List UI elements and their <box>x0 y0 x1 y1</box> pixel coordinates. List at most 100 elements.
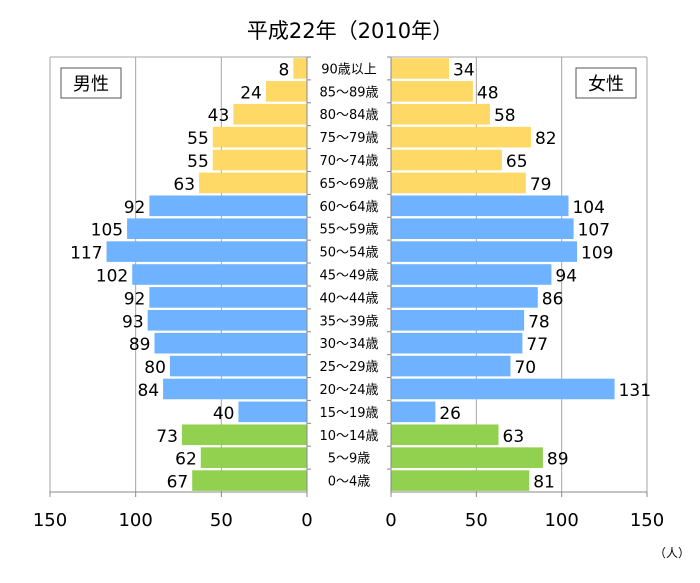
female-bar <box>391 195 569 217</box>
male-value-label: 55 <box>187 129 209 149</box>
legend-male-box <box>60 67 122 99</box>
female-value-label: 104 <box>572 198 604 218</box>
age-group-label: 80〜84歳 <box>319 108 378 123</box>
male-bar <box>233 103 307 125</box>
male-value-label: 102 <box>96 267 128 287</box>
female-value-label: 109 <box>581 244 613 264</box>
male-value-label: 93 <box>122 312 144 332</box>
female-value-label: 48 <box>477 83 499 103</box>
female-bar <box>391 58 450 79</box>
age-group-label: 60〜64歳 <box>319 200 378 215</box>
male-bar <box>149 195 307 217</box>
female-bar <box>391 149 502 171</box>
female-bar <box>391 309 525 331</box>
male-value-label: 40 <box>213 404 235 424</box>
male-bar <box>293 58 307 79</box>
age-group-labels: 90歳以上 85〜89歳 80〜84歳 75〜79歳 70〜74歳 65〜69歳 60〜64… <box>319 62 378 489</box>
age-group-label: 55〜59歳 <box>319 223 378 238</box>
age-group-label: 25〜29歳 <box>319 360 378 375</box>
x-tick-label-right: 0 <box>385 510 396 531</box>
female-value-label: 94 <box>555 267 577 287</box>
x-tick-label-right: 100 <box>544 510 578 531</box>
legend-male: 男性 <box>60 67 122 99</box>
age-group-label: 30〜34歳 <box>319 337 378 352</box>
data-labels: 8 34 24 48 43 58 55 82 55 65 63 79 92 104 105 107 117 109… <box>70 60 651 492</box>
male-value-label: 84 <box>137 381 159 401</box>
female-value-label: 58 <box>494 106 516 126</box>
age-group-label: 45〜49歳 <box>319 269 378 284</box>
male-bar <box>147 309 307 331</box>
legend-female-box <box>575 67 637 99</box>
female-value-label: 81 <box>533 473 555 493</box>
male-value-label: 67 <box>167 473 189 493</box>
legend-male-label: 男性 <box>73 74 109 95</box>
male-value-label: 43 <box>208 106 230 126</box>
age-group-label: 65〜69歳 <box>319 177 378 192</box>
axes: 150 100 50 0 0 50 100 150 <box>33 56 664 531</box>
female-value-label: 65 <box>506 152 528 172</box>
female-bar <box>391 241 578 262</box>
female-bar <box>391 218 574 240</box>
male-bar <box>169 355 307 377</box>
female-bar <box>391 287 538 308</box>
age-group-label: 50〜54歳 <box>319 246 378 261</box>
male-bar <box>212 126 307 148</box>
male-value-label: 55 <box>187 152 209 172</box>
female-value-label: 26 <box>439 404 461 424</box>
male-bar <box>265 81 307 102</box>
female-bar <box>391 447 543 468</box>
male-bar <box>132 264 307 285</box>
age-group-label: 10〜14歳 <box>319 429 378 444</box>
male-bar <box>149 287 307 308</box>
age-group-label: 70〜74歳 <box>319 154 378 169</box>
age-group-label: 90歳以上 <box>321 62 377 77</box>
female-bar <box>391 355 511 377</box>
female-bar <box>391 126 531 148</box>
female-value-label: 34 <box>453 60 475 80</box>
unit-label: （人） <box>654 546 690 560</box>
male-bar <box>106 241 307 262</box>
male-bar <box>212 149 307 171</box>
male-bar <box>163 378 307 400</box>
x-tick-label-left: 0 <box>301 510 312 531</box>
chart-title: 平成22年（2010年） <box>247 19 453 43</box>
male-value-label: 92 <box>124 198 146 218</box>
x-tick-label-left: 100 <box>118 510 152 531</box>
male-bar <box>200 447 307 468</box>
female-value-label: 78 <box>528 312 550 332</box>
age-group-label: 5〜9歳 <box>328 452 371 467</box>
female-value-label: 131 <box>619 381 651 401</box>
male-value-label: 92 <box>124 289 146 309</box>
male-value-label: 24 <box>240 83 262 103</box>
male-bar <box>181 424 307 446</box>
female-bar <box>391 332 523 354</box>
age-group-label: 85〜89歳 <box>319 85 378 100</box>
male-value-label: 80 <box>144 358 166 378</box>
female-bar <box>391 103 490 125</box>
female-bar <box>391 81 473 102</box>
male-bar <box>238 401 307 423</box>
age-group-label: 0〜4歳 <box>328 475 371 490</box>
female-bar <box>391 264 552 285</box>
age-group-label: 35〜39歳 <box>319 314 378 329</box>
female-bar <box>391 378 615 400</box>
female-value-label: 79 <box>530 175 552 195</box>
male-value-label: 63 <box>173 175 195 195</box>
male-value-label: 8 <box>278 60 289 80</box>
legend-female: 女性 <box>575 67 637 99</box>
male-value-label: 73 <box>156 427 178 447</box>
female-bar <box>391 401 436 423</box>
age-group-label: 20〜24歳 <box>319 383 378 398</box>
age-group-label: 15〜19歳 <box>319 406 378 421</box>
x-tick-label-right: 50 <box>465 510 488 531</box>
male-value-label: 62 <box>175 450 197 470</box>
female-value-label: 70 <box>514 358 536 378</box>
female-value-label: 77 <box>526 335 548 355</box>
x-tick-label-left: 50 <box>210 510 233 531</box>
female-bar <box>391 470 530 491</box>
male-bar <box>199 172 307 194</box>
male-value-label: 89 <box>129 335 151 355</box>
male-bar <box>127 218 307 240</box>
x-tick-label-left: 150 <box>33 510 67 531</box>
